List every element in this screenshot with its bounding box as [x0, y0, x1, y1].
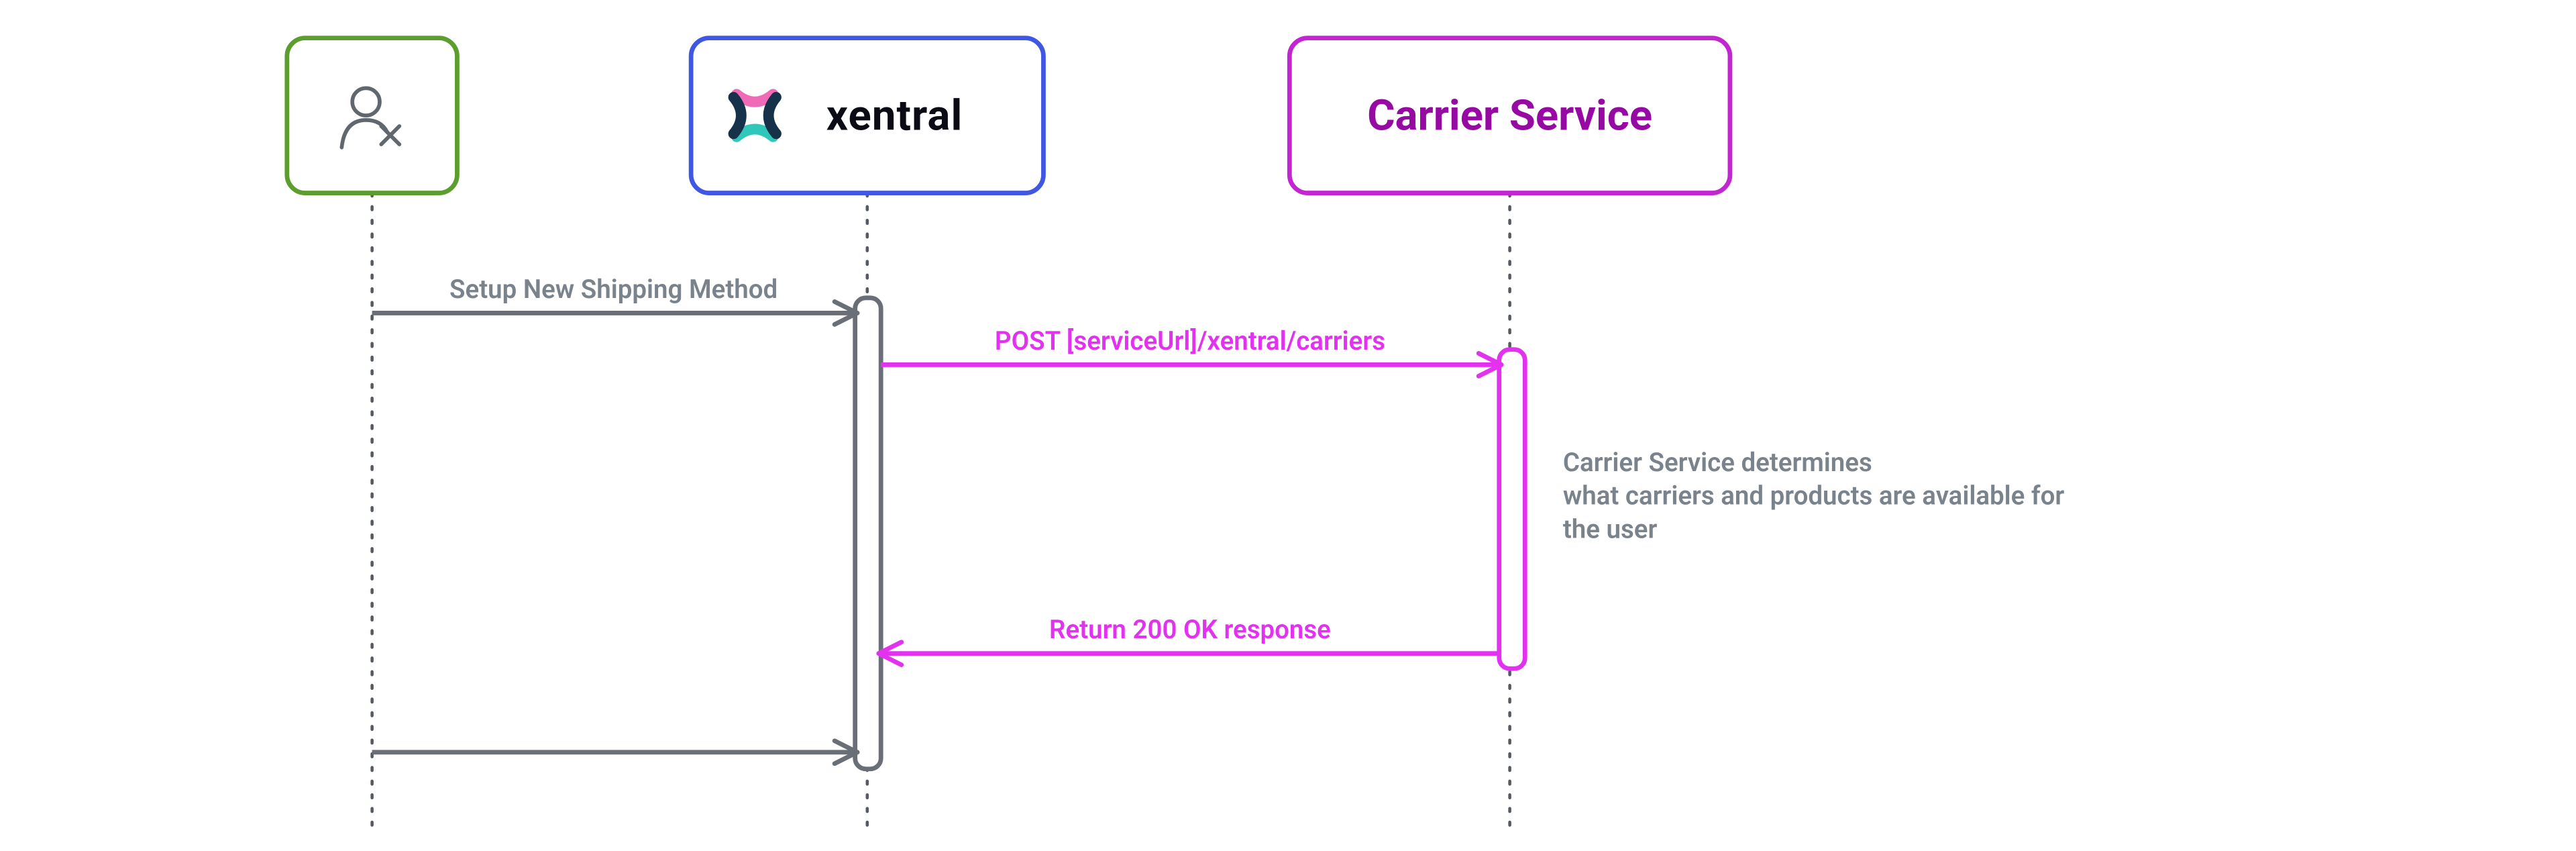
carrier-note-line-2: the user: [1563, 515, 1658, 545]
carrier-note-line-0: Carrier Service determines: [1563, 448, 1872, 478]
carrier-note-line-1: what carriers and products are available…: [1563, 481, 2065, 511]
activation-carrier: [1499, 350, 1525, 669]
participant-xentral: xentral: [691, 38, 1043, 193]
message-label-2: Return 200 OK response: [1049, 615, 1331, 645]
participant-carrier: Carrier Service: [1289, 38, 1730, 193]
participant-label-xentral: xentral: [826, 91, 963, 140]
participant-user: [287, 38, 458, 193]
activation-xentral: [855, 298, 881, 769]
message-label-1: POST [serviceUrl]/xentral/carriers: [995, 326, 1385, 356]
carrier-note: Carrier Service determineswhat carriers …: [1563, 448, 2065, 545]
participant-label-carrier: Carrier Service: [1367, 91, 1652, 140]
message-label-0: Setup New Shipping Method: [449, 274, 777, 305]
